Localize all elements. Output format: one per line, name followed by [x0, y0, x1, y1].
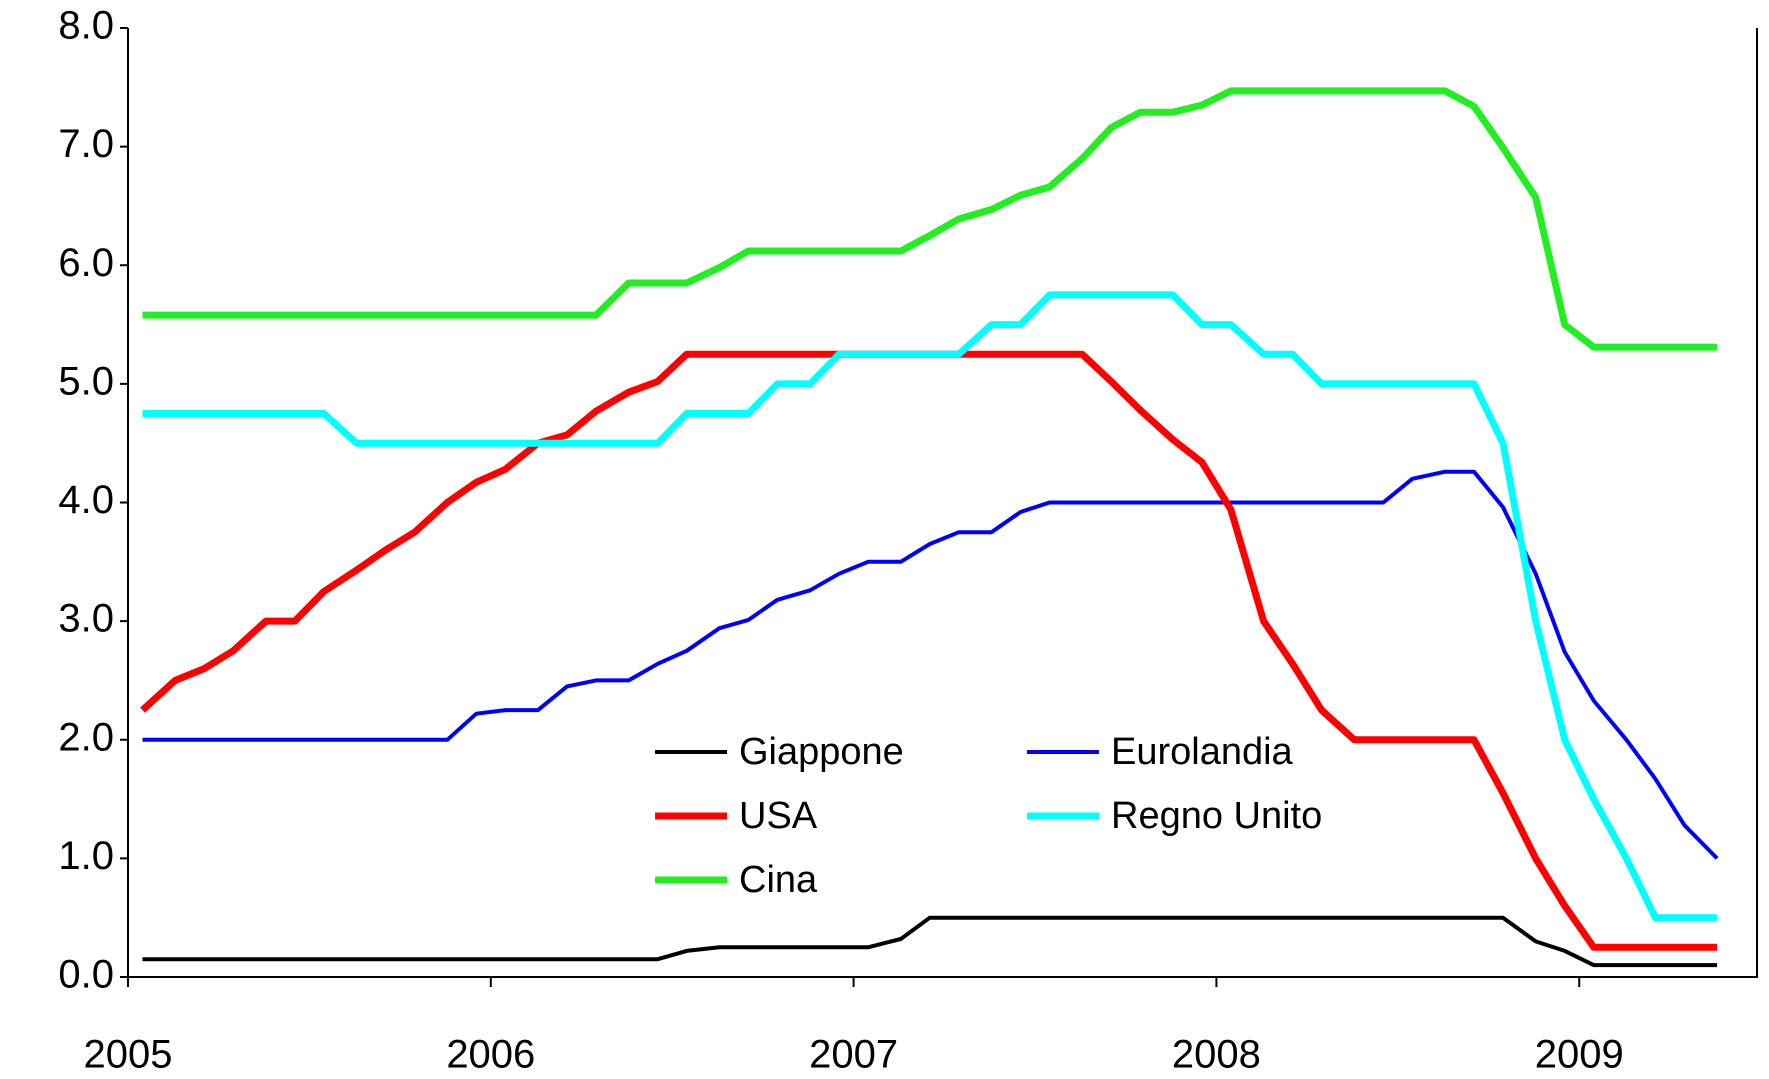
- series-line: [142, 469, 1719, 860]
- axis-frame: [127, 28, 1758, 978]
- x-tick-label: 2006: [446, 1033, 535, 1077]
- legend-label: Cina: [739, 859, 818, 901]
- x-tick-label: 2005: [84, 1033, 173, 1077]
- y-tick-label: 2.0: [58, 715, 114, 759]
- x-tick-label: 2008: [1172, 1033, 1261, 1077]
- y-tick-label: 6.0: [58, 241, 114, 285]
- legend-label: Giappone: [739, 731, 904, 773]
- series-line: [142, 291, 1718, 922]
- series-line: [142, 915, 1718, 968]
- x-tick-label: 2007: [809, 1033, 898, 1077]
- y-tick-label: 4.0: [58, 478, 114, 522]
- y-tick-label: 8.0: [58, 4, 114, 48]
- y-tick-label: 7.0: [58, 122, 114, 166]
- y-tick-label: 0.0: [58, 953, 114, 997]
- x-tick-label: 2009: [1535, 1033, 1624, 1077]
- series-line: [142, 87, 1718, 351]
- legend-label: USA: [739, 795, 818, 837]
- y-tick-label: 1.0: [58, 834, 114, 878]
- y-tick-label: 5.0: [58, 359, 114, 403]
- legend-label: Regno Unito: [1111, 795, 1322, 837]
- y-tick-label: 3.0: [58, 597, 114, 641]
- legend-label: Eurolandia: [1111, 731, 1294, 773]
